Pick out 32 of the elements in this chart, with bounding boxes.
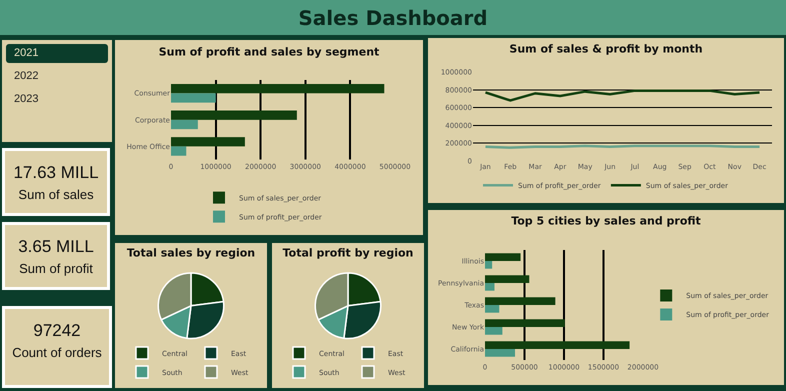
bar bbox=[485, 275, 530, 283]
text: 3.65 MILL bbox=[17, 237, 95, 257]
text: 2021 bbox=[6, 44, 108, 63]
text: Count of orders bbox=[11, 345, 103, 360]
bar bbox=[171, 120, 198, 130]
text: 17.63 MILL bbox=[12, 163, 100, 183]
chart-title: Top 5 cities by sales and profit bbox=[511, 214, 701, 228]
bar bbox=[171, 110, 297, 120]
text: Sales Dashboard bbox=[0, 0, 786, 35]
text: Sum of profit bbox=[18, 261, 94, 276]
bar bbox=[485, 305, 500, 313]
bar bbox=[485, 283, 494, 291]
bar bbox=[171, 146, 186, 156]
chart-title: Sum of profit and sales by segment bbox=[158, 46, 380, 58]
bar bbox=[485, 261, 492, 269]
text: 2023 bbox=[13, 92, 40, 107]
chart-title: Sum of sales & profit by month bbox=[509, 42, 703, 56]
bar bbox=[485, 327, 502, 335]
bar bbox=[485, 297, 556, 305]
chart-title: Total sales by region bbox=[126, 246, 256, 260]
text: Sum of sales bbox=[17, 187, 95, 202]
line-series bbox=[484, 89, 761, 102]
text: 97242 bbox=[32, 321, 82, 341]
bar bbox=[171, 93, 216, 103]
bar bbox=[485, 319, 565, 327]
bar bbox=[485, 349, 516, 357]
bar bbox=[485, 341, 630, 349]
bar bbox=[171, 137, 245, 146]
text: 2022 bbox=[13, 69, 40, 84]
chart-title: Total profit by region bbox=[282, 246, 414, 260]
bar bbox=[485, 253, 521, 261]
bar bbox=[171, 84, 384, 94]
